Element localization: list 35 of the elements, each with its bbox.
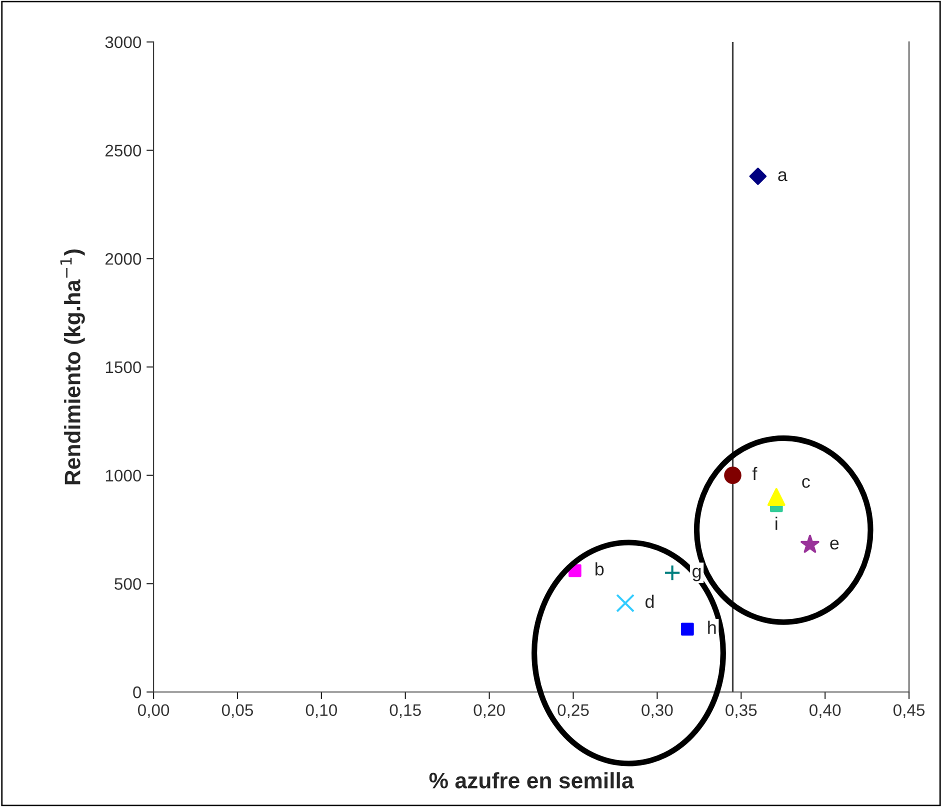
x-tick-label: 0,35 bbox=[726, 704, 757, 718]
point bbox=[724, 466, 742, 484]
x-tick-label: 0,40 bbox=[810, 704, 841, 718]
y-axis-title: Rendimiento (kg.ha$^{−1}$) bbox=[60, 250, 85, 484]
x-axis-title: % azufre en semilla bbox=[429, 772, 634, 788]
point bbox=[749, 168, 767, 185]
point bbox=[664, 564, 681, 582]
point bbox=[767, 488, 786, 506]
series-label: f bbox=[752, 466, 758, 480]
y-tick-label: 500 bbox=[114, 578, 142, 590]
series-label: a bbox=[778, 171, 788, 182]
series-label: b bbox=[596, 562, 604, 576]
x-tick-label: 0,30 bbox=[642, 704, 673, 718]
point bbox=[800, 534, 820, 553]
point bbox=[616, 594, 635, 612]
series-label: i bbox=[776, 516, 778, 530]
x-tick-label: 0,00 bbox=[138, 704, 170, 718]
y-tick-label: 1500 bbox=[106, 361, 142, 374]
y-tick-label: 3000 bbox=[105, 36, 142, 48]
x-tick-label: 0,10 bbox=[306, 704, 337, 718]
x-tick-label: 0,25 bbox=[558, 704, 589, 718]
series-label: e bbox=[830, 540, 839, 550]
x-tick-label: 0,15 bbox=[390, 704, 421, 718]
x-tick-label: 0,45 bbox=[893, 704, 925, 718]
point bbox=[680, 622, 694, 636]
x-tick-label: 0,20 bbox=[474, 704, 505, 718]
y-tick-label: 0 bbox=[133, 686, 142, 698]
x-tick-label: 0,05 bbox=[222, 704, 254, 718]
series-label: c bbox=[802, 478, 810, 488]
y-tick-label: 2500 bbox=[106, 144, 142, 157]
series-label: g bbox=[692, 568, 701, 582]
y-tick-label: 2000 bbox=[106, 253, 142, 265]
y-tick-label: 1000 bbox=[106, 470, 142, 482]
series-label: d bbox=[646, 594, 654, 608]
series-label: h bbox=[708, 620, 716, 634]
